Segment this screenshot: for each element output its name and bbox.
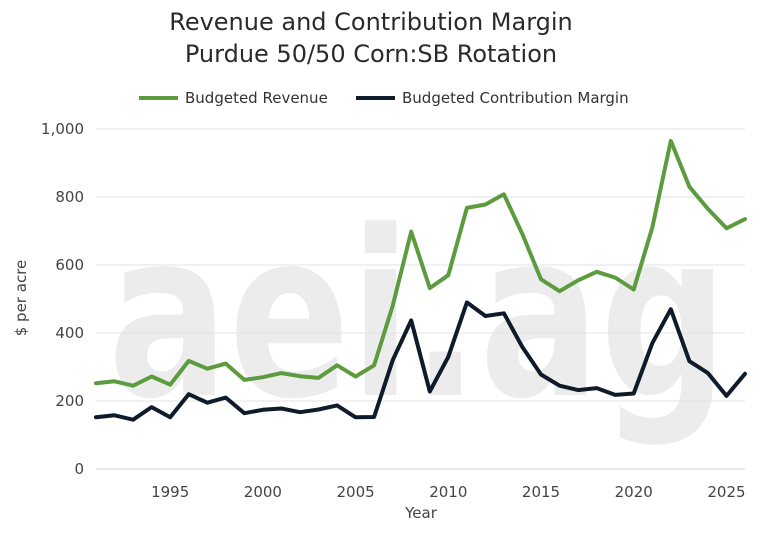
y-tick-label: 400 [55,324,84,342]
x-tick-label: 2005 [337,483,375,501]
watermark-logo: aei.ag [108,183,728,450]
series-lines [94,138,747,422]
chart-title-line-2: Purdue 50/50 Corn:SB Rotation [185,40,557,68]
x-tick-label: 2020 [615,483,653,501]
series-line-contribution-margin [94,300,747,422]
watermark-badge: PREMIUM [545,231,727,271]
y-axis-ticks: 0 200 400 600 800 1,000 [41,120,84,478]
y-tick-label: 800 [55,188,84,206]
series-line-revenue [94,138,747,388]
x-tick-label: 2000 [244,483,282,501]
x-axis-label: Year [404,504,438,522]
legend: Budgeted Revenue Budgeted Contribution M… [139,89,629,107]
x-tick-label: 2025 [707,483,745,501]
chart-title-line-1: Revenue and Contribution Margin [169,8,573,36]
y-tick-label: 600 [55,256,84,274]
legend-label-margin: Budgeted Contribution Margin [402,89,629,107]
watermark: aei.ag PREMIUM [108,183,728,450]
x-tick-label: 2010 [429,483,467,501]
legend-label-revenue: Budgeted Revenue [185,89,328,107]
y-tick-label: 0 [74,460,84,478]
y-tick-label: 1,000 [41,120,84,138]
y-axis-label: $ per acre [12,260,30,337]
y-tick-label: 200 [55,392,84,410]
x-axis-ticks: 1995 2000 2005 2010 2015 2020 2025 [151,483,745,501]
x-tick-label: 2015 [522,483,560,501]
x-tick-label: 1995 [151,483,189,501]
